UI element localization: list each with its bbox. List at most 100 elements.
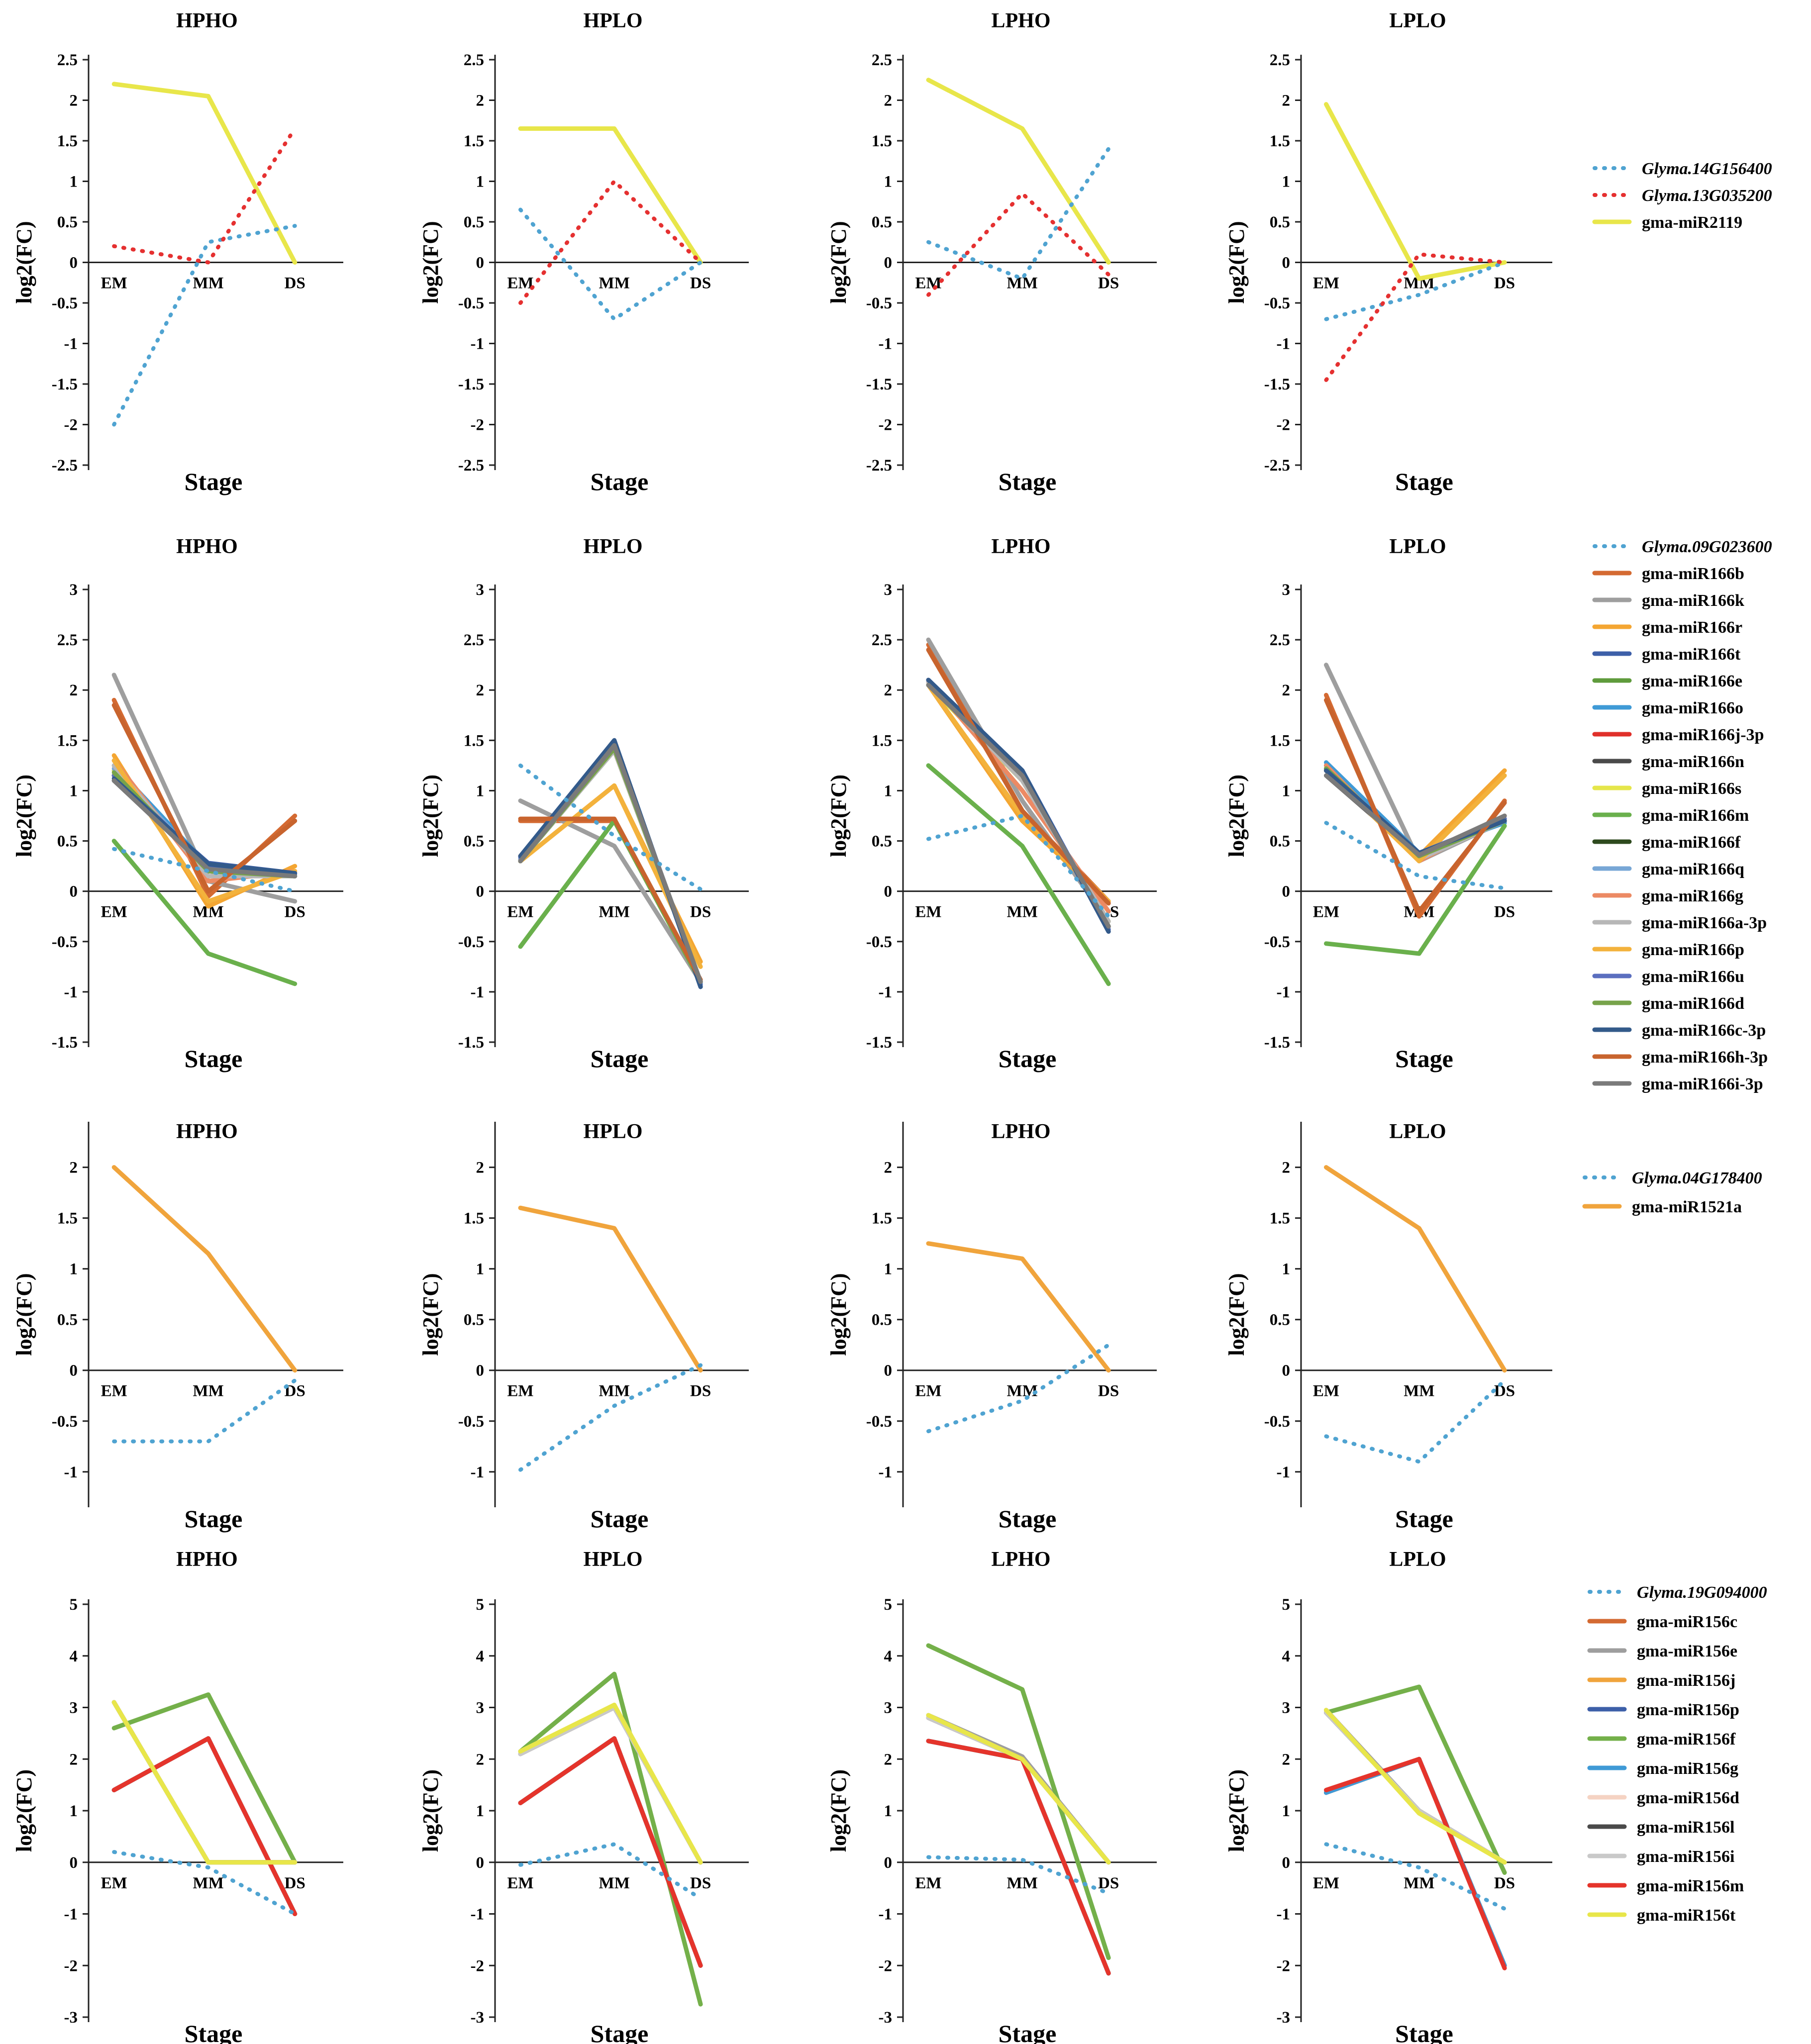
y-tick-label: 1.5 [464, 732, 484, 750]
x-category-label: EM [1313, 1874, 1339, 1892]
y-axis-label: log2(FC) [826, 221, 851, 303]
series-line [1324, 1684, 1507, 1875]
x-category-label: EM [915, 1382, 941, 1400]
series-line [1324, 1378, 1507, 1464]
x-category-label: MM [1404, 1382, 1434, 1400]
series-line [518, 1702, 703, 1865]
x-category-label: DS [690, 275, 711, 292]
y-tick-label: 0.5 [57, 1311, 78, 1329]
x-category-label: EM [507, 1382, 533, 1400]
y-tick-label: 2 [476, 681, 485, 699]
y-tick-label: -1 [879, 983, 893, 1001]
y-tick-label: 0.5 [464, 213, 484, 231]
series-line [518, 748, 703, 984]
series-line [1324, 1756, 1507, 1970]
y-tick-label: 3 [884, 581, 893, 599]
y-tick-label: 2.5 [872, 51, 892, 69]
y-tick-label: 0.5 [872, 833, 892, 851]
series-line [926, 1715, 1111, 1865]
series-line [518, 1736, 703, 1968]
y-tick-label: -2 [471, 416, 485, 434]
series-line [518, 1736, 703, 1968]
x-category-label: DS [1494, 1382, 1515, 1400]
y-tick-label: 1 [884, 173, 893, 191]
y-tick-label: -3 [64, 2009, 78, 2027]
series-line [1324, 768, 1507, 859]
y-tick-label: 1 [70, 1802, 78, 1820]
legend-label: gma-miR156p [1637, 1701, 1739, 1719]
panel-title: HPHO [176, 1120, 238, 1143]
x-category-label: EM [101, 275, 127, 292]
y-tick-label: -1 [64, 1463, 78, 1481]
legend-label: gma-miR156i [1637, 1848, 1734, 1866]
y-tick-label: 0 [70, 1854, 78, 1872]
y-tick-label: 0.5 [464, 1311, 484, 1329]
panel-title: LPLO [1389, 9, 1446, 32]
y-tick-label: -2.5 [866, 457, 892, 475]
series-line [1324, 102, 1507, 281]
y-tick-label: 2 [1282, 92, 1291, 110]
series-line [518, 748, 703, 984]
x-category-label: DS [1494, 903, 1515, 921]
y-tick-label: -1.5 [866, 376, 892, 393]
y-tick-label: 1.5 [57, 132, 78, 150]
y-tick-label: 1 [884, 1802, 893, 1820]
series-line [926, 78, 1111, 265]
x-category-label: DS [1098, 275, 1119, 292]
y-tick-label: 0.5 [1270, 213, 1290, 231]
series-line [1324, 1710, 1507, 1865]
y-tick-label: 1.5 [57, 732, 78, 750]
y-axis-label: log2(FC) [826, 1273, 851, 1356]
x-axis-label: Stage [185, 1045, 243, 1072]
series-line [518, 743, 703, 984]
y-tick-label: 1 [476, 1802, 485, 1820]
y-tick-label: -1.5 [458, 376, 484, 393]
panel-title: HPLO [583, 1120, 642, 1143]
series-line [1324, 763, 1507, 859]
x-category-label: EM [915, 1874, 941, 1892]
y-tick-label: 2.5 [464, 51, 484, 69]
x-category-label: MM [1007, 1874, 1038, 1892]
x-category-label: DS [285, 1874, 305, 1892]
legend-label: gma-miR166g [1642, 887, 1743, 905]
x-category-label: EM [1313, 903, 1339, 921]
legend-label: Glyma.19G094000 [1637, 1583, 1767, 1602]
y-tick-label: 2.5 [464, 631, 484, 649]
series-line [518, 746, 703, 984]
y-tick-label: -1 [471, 983, 485, 1001]
y-tick-label: 2.5 [57, 51, 78, 69]
series-line [111, 82, 298, 265]
series-line [111, 1700, 298, 1865]
y-axis-label: log2(FC) [418, 1769, 443, 1852]
y-tick-label: -1 [471, 1463, 485, 1481]
x-category-label: MM [1007, 1382, 1038, 1400]
x-category-label: EM [101, 903, 127, 921]
series-line [518, 1842, 703, 1901]
y-tick-label: 0 [70, 1362, 78, 1380]
y-tick-label: 0 [1282, 1854, 1291, 1872]
y-tick-label: 1 [1282, 173, 1291, 191]
legend-label: gma-miR156t [1637, 1906, 1736, 1925]
y-tick-label: -1.5 [52, 1034, 78, 1052]
y-tick-label: -0.5 [52, 1413, 78, 1431]
y-axis-label: log2(FC) [1224, 221, 1249, 303]
y-tick-label: 4 [884, 1648, 893, 1665]
y-tick-label: 1 [70, 173, 78, 191]
y-tick-label: 1 [476, 782, 485, 800]
legend-label: Glyma.13G035200 [1642, 187, 1772, 205]
y-tick-label: -1 [1277, 983, 1291, 1001]
legend-label: gma-miR166d [1642, 994, 1744, 1013]
series-line [518, 816, 703, 982]
series-line [518, 748, 703, 984]
y-axis-label: log2(FC) [12, 221, 36, 303]
x-axis-label: Stage [999, 1505, 1057, 1533]
panel-title: LPLO [1389, 1548, 1446, 1571]
y-tick-label: 0 [1282, 1362, 1291, 1380]
x-category-label: DS [1098, 1382, 1119, 1400]
y-tick-label: 0 [884, 1362, 893, 1380]
y-tick-label: 2 [70, 1159, 78, 1177]
series-line [111, 1165, 298, 1373]
series-line [926, 1855, 1111, 1895]
y-tick-label: -0.5 [1264, 1413, 1290, 1431]
legend-label: gma-miR166e [1642, 672, 1742, 690]
